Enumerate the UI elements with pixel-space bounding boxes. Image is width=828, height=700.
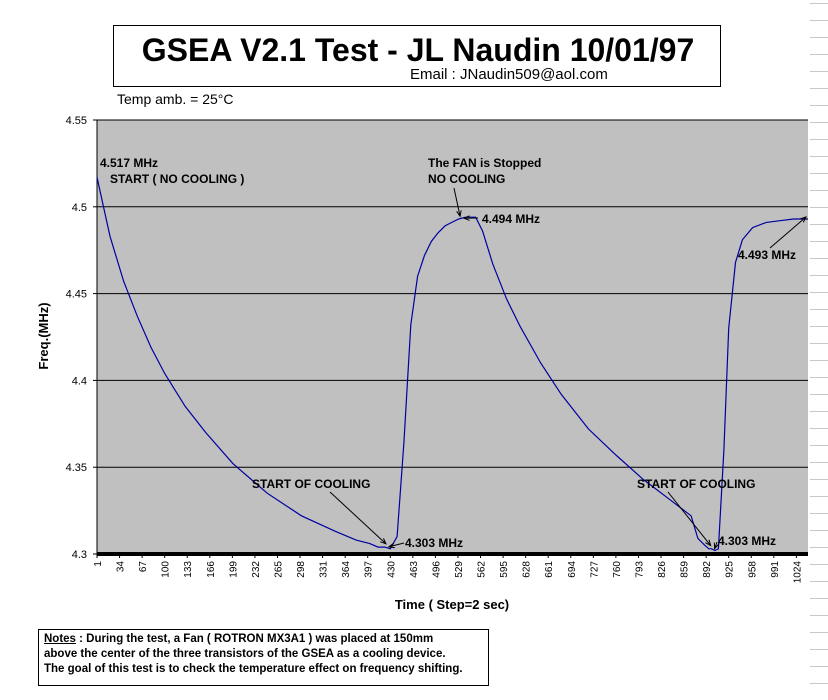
- x-tick-label: 991: [770, 561, 781, 578]
- notes-box: Notes : During the test, a Fan ( ROTRON …: [38, 629, 489, 686]
- x-tick-label: 661: [544, 561, 555, 578]
- notes-line-3: The goal of this test is to check the te…: [44, 663, 463, 675]
- chart-title: GSEA V2.1 Test - JL Naudin 10/01/97: [141, 32, 695, 68]
- x-tick-label: 232: [251, 561, 262, 578]
- annotation-start-value: 4.517 MHz: [100, 156, 158, 170]
- annotation-arrowhead: [800, 216, 807, 223]
- x-tick-label: 826: [657, 561, 668, 578]
- plot-area: [97, 120, 808, 553]
- annotation-arrows: [329, 187, 807, 550]
- annotation-min2-value: 4.303 MHz: [718, 534, 776, 548]
- annotation-no-cooling: NO COOLING: [428, 172, 505, 186]
- annotation-arrowhead: [387, 542, 395, 549]
- y-tick-label: 4.45: [66, 289, 87, 301]
- y-tick-label: 4.4: [72, 375, 87, 387]
- x-tick-label: 562: [477, 561, 488, 578]
- x-tick-label: 859: [680, 561, 691, 578]
- annotation-arrowhead: [462, 215, 470, 221]
- x-tick-label: 958: [747, 561, 758, 578]
- x-tick-label: 397: [364, 561, 375, 578]
- x-tick-label: 34: [116, 561, 127, 573]
- annotation-min1-value: 4.303 MHz: [405, 536, 463, 550]
- y-axis-ticks: 4.3 4.35 4.4 4.45 4.5 4.55: [66, 115, 97, 561]
- x-tick-label: 760: [612, 561, 623, 578]
- chart-email: Email : JNaudin509@aol.com: [410, 66, 608, 83]
- x-tick-label: 727: [589, 561, 600, 578]
- x-tick-label: 298: [296, 561, 307, 578]
- temperature-note: Temp amb. = 25°C: [117, 91, 234, 107]
- x-tick-label: 1024: [792, 561, 803, 584]
- y-tick-label: 4.5: [72, 202, 87, 214]
- x-tick-label: 199: [228, 561, 239, 578]
- annotation-peak2-value: 4.493 MHz: [738, 248, 796, 262]
- x-tick-label: 67: [138, 561, 149, 573]
- x-tick-label: 529: [454, 561, 465, 578]
- notes-label: Notes: [44, 633, 76, 645]
- x-tick-label: 694: [567, 561, 578, 578]
- annotation-cooling1-label: START OF COOLING: [252, 477, 370, 491]
- x-tick-label: 364: [341, 561, 352, 578]
- annotation-arrow: [667, 491, 712, 546]
- x-tick-label: 892: [702, 561, 713, 578]
- annotation-fan-stopped: The FAN is Stopped: [428, 156, 541, 170]
- x-tick-label: 166: [206, 561, 217, 578]
- annotation-arrow: [453, 187, 461, 217]
- chart-title-box: GSEA V2.1 Test - JL Naudin 10/01/97 Emai…: [113, 25, 721, 87]
- x-tick-label: 925: [725, 561, 736, 578]
- y-tick-label: 4.3: [72, 549, 87, 561]
- annotation-arrowhead: [713, 542, 720, 550]
- annotation-start-label: START ( NO COOLING ): [110, 172, 244, 186]
- annotation-arrowhead: [380, 538, 387, 545]
- grid-lines: [97, 119, 808, 468]
- annotation-arrowhead: [456, 210, 462, 218]
- line-chart: 4.3 4.35 4.4 4.45 4.5 4.55 1 34 67 100 133 166 199 2…: [36, 115, 808, 612]
- y-axis-label: Freq.(MHz): [36, 302, 51, 369]
- x-tick-label: 265: [273, 561, 284, 578]
- annotation-arrow: [329, 491, 387, 545]
- x-tick-label: 1: [93, 561, 104, 567]
- notes-line-1: Notes : During the test, a Fan ( ROTRON …: [44, 632, 483, 647]
- x-tick-label: 100: [161, 561, 172, 578]
- x-tick-label: 463: [409, 561, 420, 578]
- x-axis-label: Time ( Step=2 sec): [395, 597, 509, 612]
- x-axis-ticks: 1 34 67 100 133 166 199 232 265 298 331 364 397 430 46…: [93, 554, 803, 583]
- annotation-cooling2-label: START OF COOLING: [637, 477, 755, 491]
- annotation-arrow: [769, 216, 807, 249]
- x-tick-label: 496: [431, 561, 442, 578]
- notes-text-1: : During the test, a Fan ( ROTRON MX3A1 …: [75, 633, 434, 645]
- x-tick-label: 628: [522, 561, 533, 578]
- x-tick-label: 793: [634, 561, 645, 578]
- x-tick-label: 595: [499, 561, 510, 578]
- y-tick-label: 4.55: [66, 115, 87, 127]
- x-tick-label: 430: [386, 561, 397, 578]
- x-tick-label: 331: [319, 561, 330, 578]
- annotation-arrowhead: [705, 539, 712, 547]
- annotation-arrow: [388, 542, 405, 548]
- x-tick-label: 133: [183, 561, 194, 578]
- notes-line-2: above the center of the three transistor…: [44, 648, 446, 660]
- y-tick-label: 4.35: [66, 462, 87, 474]
- annotation-peak1-value: 4.494 MHz: [482, 212, 540, 226]
